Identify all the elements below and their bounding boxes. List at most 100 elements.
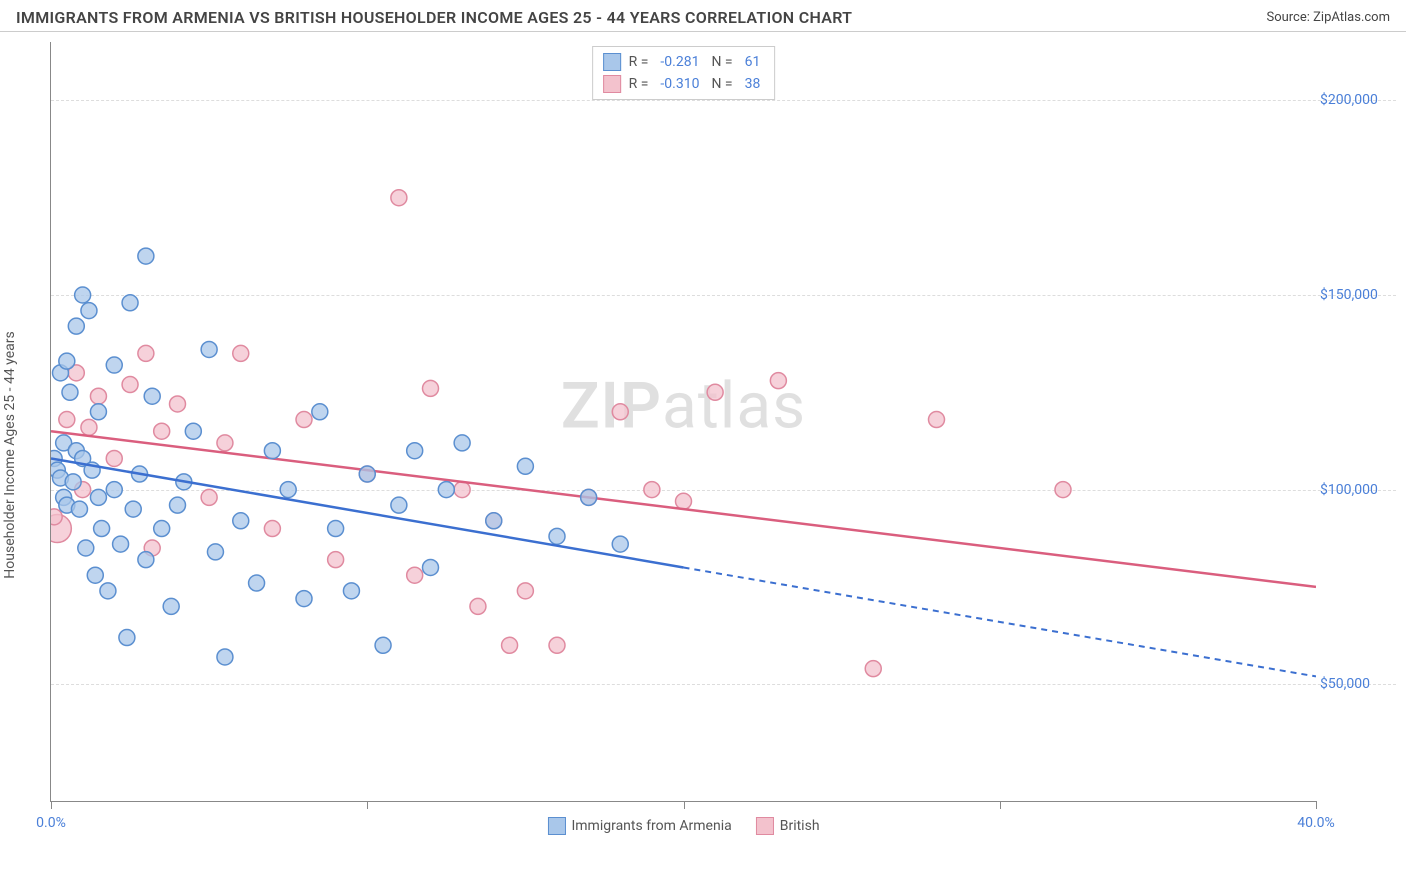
legend-row-armenia: R = -0.281 N = 61 bbox=[603, 51, 765, 73]
y-tick-label: $100,000 bbox=[1320, 482, 1400, 498]
scatter-point bbox=[328, 552, 344, 568]
scatter-point bbox=[163, 598, 179, 614]
scatter-point bbox=[454, 435, 470, 451]
scatter-point bbox=[185, 423, 201, 439]
legend-series: Immigrants from Armenia British bbox=[547, 817, 819, 835]
trend-line bbox=[51, 431, 1316, 587]
scatter-point bbox=[264, 443, 280, 459]
y-axis-label: Householder Income Ages 25 - 44 years bbox=[2, 331, 18, 578]
scatter-point bbox=[423, 559, 439, 575]
scatter-point bbox=[170, 497, 186, 513]
scatter-point bbox=[217, 435, 233, 451]
scatter-point bbox=[94, 521, 110, 537]
y-tick-label: $150,000 bbox=[1320, 287, 1400, 303]
scatter-point bbox=[502, 637, 518, 653]
scatter-point bbox=[438, 482, 454, 498]
scatter-point bbox=[328, 521, 344, 537]
scatter-point bbox=[549, 528, 565, 544]
n-value-armenia: 61 bbox=[745, 54, 761, 70]
scatter-point bbox=[122, 377, 138, 393]
n-label: N = bbox=[711, 54, 732, 70]
scatter-point bbox=[929, 412, 945, 428]
x-tick-label: 40.0% bbox=[1297, 815, 1335, 831]
scatter-point bbox=[343, 583, 359, 599]
chart-header: IMMIGRANTS FROM ARMENIA VS BRITISH HOUSE… bbox=[0, 0, 1406, 32]
scatter-point bbox=[207, 544, 223, 560]
scatter-point bbox=[81, 419, 97, 435]
scatter-point bbox=[144, 388, 160, 404]
scatter-point bbox=[106, 482, 122, 498]
scatter-point bbox=[138, 552, 154, 568]
scatter-point bbox=[865, 661, 881, 677]
scatter-point bbox=[78, 540, 94, 556]
legend-item-armenia: Immigrants from Armenia bbox=[547, 817, 731, 835]
scatter-point bbox=[138, 248, 154, 264]
scatter-point bbox=[75, 287, 91, 303]
y-tick-label: $200,000 bbox=[1320, 92, 1400, 108]
trend-line-extrapolated bbox=[684, 567, 1317, 676]
n-value-british: 38 bbox=[745, 76, 761, 92]
source-name: ZipAtlas.com bbox=[1313, 10, 1390, 25]
scatter-point bbox=[470, 598, 486, 614]
x-tick bbox=[684, 801, 685, 809]
legend-swatch-armenia-icon bbox=[603, 53, 621, 71]
scatter-point bbox=[1055, 482, 1071, 498]
scatter-point bbox=[170, 396, 186, 412]
x-tick bbox=[1000, 801, 1001, 809]
source-attribution: Source: ZipAtlas.com bbox=[1266, 10, 1390, 25]
scatter-point bbox=[423, 380, 439, 396]
scatter-point bbox=[707, 384, 723, 400]
scatter-svg bbox=[51, 42, 1316, 801]
n-label: N = bbox=[711, 76, 732, 92]
scatter-point bbox=[65, 474, 81, 490]
scatter-point bbox=[391, 497, 407, 513]
x-tick bbox=[1316, 801, 1317, 809]
scatter-point bbox=[517, 583, 533, 599]
scatter-point bbox=[676, 493, 692, 509]
y-tick-label: $50,000 bbox=[1320, 676, 1400, 692]
scatter-point bbox=[454, 482, 470, 498]
scatter-point bbox=[106, 357, 122, 373]
scatter-point bbox=[407, 567, 423, 583]
scatter-point bbox=[90, 404, 106, 420]
scatter-point bbox=[644, 482, 660, 498]
legend-swatch-british-icon bbox=[603, 75, 621, 93]
scatter-point bbox=[249, 575, 265, 591]
scatter-point bbox=[59, 353, 75, 369]
scatter-point bbox=[217, 649, 233, 665]
legend-swatch-armenia-icon bbox=[547, 817, 565, 835]
scatter-point bbox=[233, 345, 249, 361]
scatter-point bbox=[90, 388, 106, 404]
scatter-point bbox=[581, 489, 597, 505]
scatter-point bbox=[770, 373, 786, 389]
scatter-point bbox=[122, 295, 138, 311]
x-tick bbox=[367, 801, 368, 809]
scatter-point bbox=[296, 412, 312, 428]
scatter-point bbox=[407, 443, 423, 459]
scatter-point bbox=[233, 513, 249, 529]
scatter-point bbox=[62, 384, 78, 400]
scatter-point bbox=[264, 521, 280, 537]
plot-area: ZIPatlas R = -0.281 N = 61 R = -0.310 N … bbox=[50, 42, 1316, 802]
r-label: R = bbox=[629, 76, 649, 92]
scatter-point bbox=[312, 404, 328, 420]
scatter-point bbox=[280, 482, 296, 498]
scatter-point bbox=[154, 423, 170, 439]
scatter-point bbox=[87, 567, 103, 583]
scatter-point bbox=[201, 489, 217, 505]
scatter-point bbox=[71, 501, 87, 517]
legend-swatch-british-icon bbox=[756, 817, 774, 835]
legend-label-british: British bbox=[780, 818, 820, 834]
scatter-point bbox=[201, 341, 217, 357]
scatter-point bbox=[100, 583, 116, 599]
scatter-point bbox=[90, 489, 106, 505]
source-prefix: Source: bbox=[1266, 10, 1313, 25]
chart-container: Householder Income Ages 25 - 44 years ZI… bbox=[0, 32, 1406, 862]
legend-label-armenia: Immigrants from Armenia bbox=[571, 818, 731, 834]
x-tick bbox=[51, 801, 52, 809]
legend-correlation: R = -0.281 N = 61 R = -0.310 N = 38 bbox=[592, 46, 776, 100]
scatter-point bbox=[391, 190, 407, 206]
r-value-british: -0.310 bbox=[660, 76, 699, 92]
scatter-point bbox=[549, 637, 565, 653]
scatter-point bbox=[119, 630, 135, 646]
